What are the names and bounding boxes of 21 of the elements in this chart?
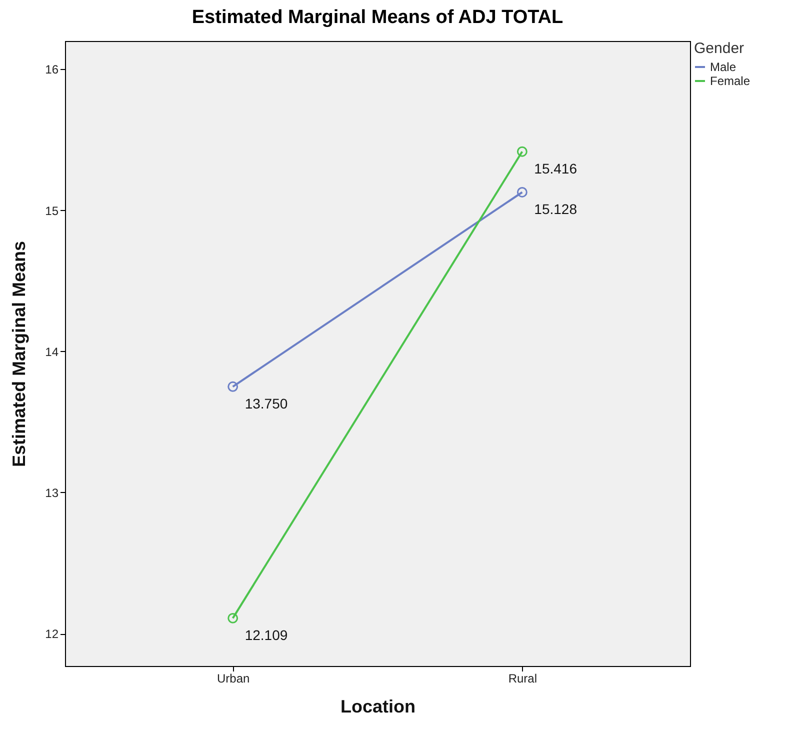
y-tick-label: 12 [45, 627, 59, 642]
y-tick-label: 15 [45, 204, 59, 218]
y-tick-label: 16 [45, 62, 59, 77]
data-label: 12.109 [244, 627, 288, 644]
data-label: 15.128 [534, 201, 578, 218]
legend-label: Female [710, 74, 750, 88]
point [228, 612, 238, 624]
x-tick-label: Rural [508, 672, 538, 686]
x-axis-title: Location [340, 696, 416, 716]
point [516, 187, 528, 198]
legend-title: Gender [694, 40, 744, 57]
y-tick-label: 14 [45, 344, 59, 359]
legend-label: Male [710, 60, 736, 74]
point [228, 381, 238, 392]
data-label: 13.750 [244, 396, 288, 412]
x-tick-label: Urban [216, 672, 250, 686]
y-axis-title: Estimated Marginal Means [9, 240, 30, 468]
y-tick-label: 13 [45, 486, 59, 500]
point [516, 146, 528, 157]
data-label: 15.416 [534, 160, 578, 177]
chart-title: Estimated Marginal Means of ADJ TOTAL [192, 7, 564, 28]
